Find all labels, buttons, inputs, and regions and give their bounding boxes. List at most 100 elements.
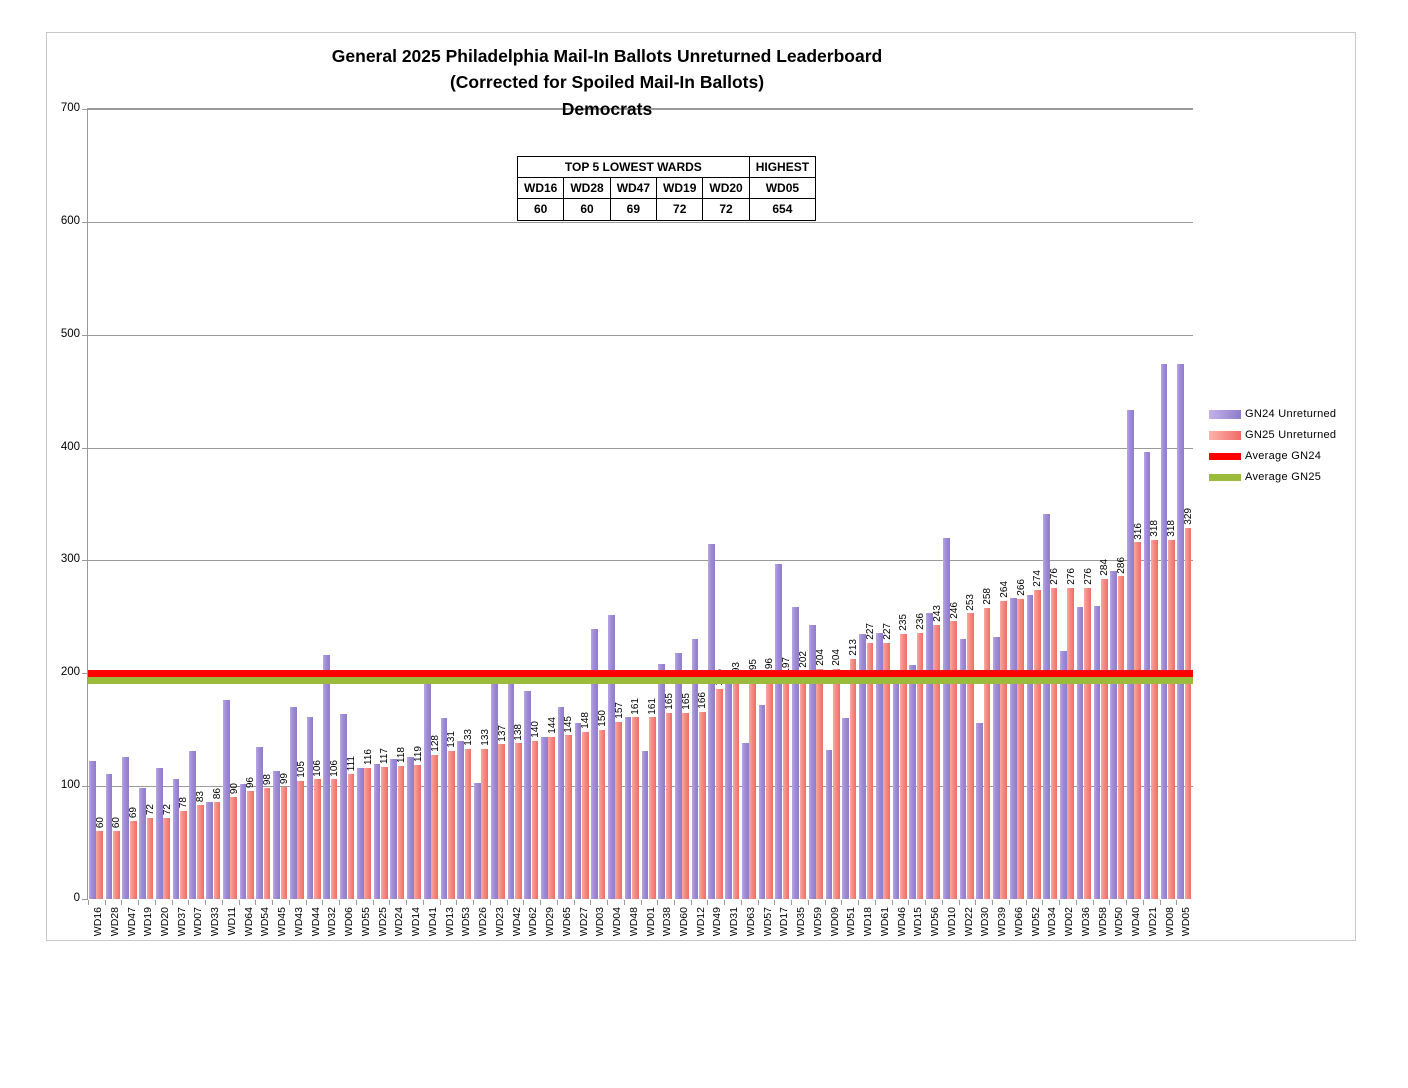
bar-gn25 xyxy=(1151,540,1158,899)
x-axis-tick-label: WD47 xyxy=(125,907,138,937)
bar-gn24 xyxy=(340,713,347,899)
x-axis-tick-label: WD27 xyxy=(577,907,590,937)
summary-highest-value: 654 xyxy=(748,198,817,221)
bar-value-label: 276 xyxy=(1082,567,1094,585)
bar-gn25 xyxy=(1184,527,1192,899)
bar-gn25 xyxy=(1067,587,1075,899)
bar-gn24 xyxy=(859,633,866,899)
bar-gn25 xyxy=(247,790,254,899)
x-axis-tick-label: WD53 xyxy=(460,907,473,937)
x-axis-tick-label: WD38 xyxy=(661,907,674,937)
y-axis-tick-label: 200 xyxy=(60,666,80,679)
x-axis-tick xyxy=(1126,900,1128,905)
bar-gn24 xyxy=(407,756,414,899)
x-axis-tick xyxy=(121,900,123,905)
bar-gn25 xyxy=(230,797,237,899)
bar-gn25 xyxy=(900,633,907,899)
bar-value-label: 318 xyxy=(1149,520,1161,538)
bar-value-label: 227 xyxy=(881,623,893,640)
x-axis-tick xyxy=(657,900,659,905)
bar-gn25 xyxy=(498,744,505,899)
bar-gn25 xyxy=(146,817,154,899)
x-axis-tick-label: WD36 xyxy=(1079,907,1092,937)
bar-gn24 xyxy=(306,717,314,899)
gridline xyxy=(88,447,1193,449)
x-axis-tick-label: WD23 xyxy=(493,907,506,937)
bar-gn25 xyxy=(916,632,924,899)
bar-gn24 xyxy=(792,606,799,899)
bar-gn24 xyxy=(541,736,548,899)
x-axis-tick-label: WD30 xyxy=(979,907,992,937)
bar-value-label: 235 xyxy=(898,614,910,631)
x-axis-tick-label: WD43 xyxy=(292,907,305,937)
summary-value-2: 69 xyxy=(609,198,658,221)
bar-gn25 xyxy=(983,607,991,899)
x-axis-tick xyxy=(824,900,826,905)
bar-gn24 xyxy=(758,704,766,899)
x-axis-tick-label: WD15 xyxy=(912,907,925,937)
x-axis-tick-label: WD20 xyxy=(158,907,171,937)
bar-gn25 xyxy=(1100,578,1108,899)
bar-gn25 xyxy=(966,613,974,899)
x-axis-tick xyxy=(1092,900,1094,905)
x-axis-tick-label: WD07 xyxy=(192,907,205,937)
plot-area: 0 100 200 300 400 500 600 700 60 WD16 60 WD28 69 WD47… xyxy=(61,102,1194,936)
summary-table-value-row: 60 60 69 72 72 654 xyxy=(516,198,817,221)
x-axis-tick xyxy=(740,900,742,905)
bar-gn25 xyxy=(816,668,823,899)
legend-item-avg-gn24: Average GN24 xyxy=(1209,450,1336,462)
bar-gn25 xyxy=(648,717,656,899)
bar-value-label: 144 xyxy=(546,716,558,734)
gridline xyxy=(88,560,1193,562)
summary-table-header-row: TOP 5 LOWEST WARDS HIGHEST xyxy=(517,155,817,179)
x-axis-tick xyxy=(288,900,290,905)
bar-gn24 xyxy=(507,677,515,899)
bar-value-label: 106 xyxy=(329,759,341,777)
x-axis-tick xyxy=(422,900,424,905)
x-axis-tick-label: WD62 xyxy=(527,907,540,937)
x-axis-tick-label: WD31 xyxy=(728,907,741,937)
bar-value-label: 227 xyxy=(864,623,876,640)
x-axis-tick xyxy=(607,900,608,905)
bar-gn24 xyxy=(1160,364,1168,899)
x-axis-tick-label: WD37 xyxy=(175,907,188,937)
y-axis-tick xyxy=(82,447,88,449)
legend-swatch-gn24-icon xyxy=(1209,409,1241,419)
x-axis-tick xyxy=(1109,900,1111,905)
bar-value-label: 157 xyxy=(613,702,625,719)
x-axis-tick xyxy=(138,900,140,905)
y-axis-tick-label: 0 xyxy=(73,892,80,904)
bar-value-label: 99 xyxy=(278,773,290,785)
bar-value-label: 138 xyxy=(513,723,525,741)
x-axis-tick xyxy=(1059,900,1061,905)
bar-value-label: 258 xyxy=(982,588,994,605)
x-axis-tick xyxy=(88,900,89,905)
bar-gn25 xyxy=(514,743,522,899)
legend-item-gn25: GN25 Unreturned xyxy=(1209,429,1336,441)
bar-gn25 xyxy=(314,779,321,899)
x-axis-tick-label: WD16 xyxy=(92,907,105,937)
x-axis-tick-label: WD54 xyxy=(259,907,272,937)
bar-gn25 xyxy=(414,764,422,899)
y-axis-tick xyxy=(82,109,88,110)
x-axis-tick-label: WD50 xyxy=(1113,907,1126,937)
bar-gn25 xyxy=(715,689,723,899)
bar-gn24 xyxy=(390,759,398,899)
bar-value-label: 264 xyxy=(998,581,1010,599)
x-axis-tick xyxy=(104,900,106,905)
legend-item-avg-gn25: Average GN25 xyxy=(1209,471,1336,483)
bar-gn24 xyxy=(1043,514,1050,899)
x-axis-tick-label: WD13 xyxy=(443,907,456,937)
bar-gn24 xyxy=(942,537,950,899)
x-axis-tick-label: WD44 xyxy=(309,907,322,937)
bar-gn24 xyxy=(323,655,331,899)
bar-gn24 xyxy=(892,669,900,899)
x-axis-tick-label: WD66 xyxy=(1012,907,1025,937)
gridline xyxy=(88,221,1193,223)
bar-gn25 xyxy=(1017,598,1024,899)
x-axis-tick xyxy=(992,900,994,905)
bar-value-label: 116 xyxy=(362,749,374,766)
x-axis-tick-label: WD35 xyxy=(795,907,808,937)
bar-gn25 xyxy=(297,780,304,899)
chart-subtitle: (Corrected for Spoiled Mail-In Ballots) xyxy=(449,72,765,93)
